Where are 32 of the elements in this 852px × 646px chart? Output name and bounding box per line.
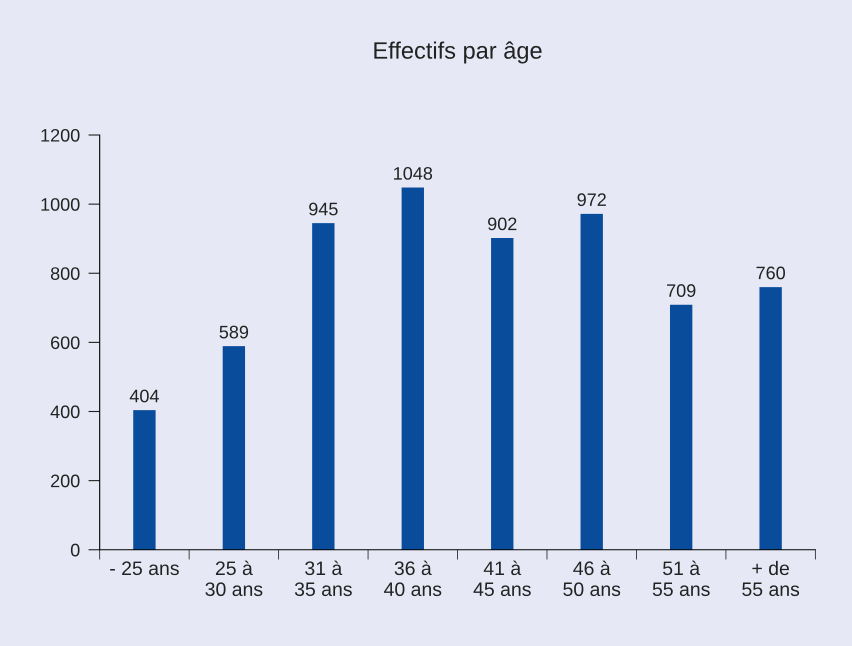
data-label: 709 xyxy=(667,284,696,297)
y-tick-label: 1200 xyxy=(41,128,80,142)
data-label: 1048 xyxy=(394,167,432,180)
data-label: 945 xyxy=(309,202,338,216)
x-tick-label: 41 à 45 ans xyxy=(474,560,531,596)
data-label: 902 xyxy=(488,217,516,230)
x-tick-label: 51 à 55 ans xyxy=(652,560,710,596)
data-label: 404 xyxy=(130,390,159,402)
y-tick-label: 400 xyxy=(50,405,80,418)
x-tick-label: 25 à 30 ans xyxy=(205,560,262,596)
data-label: 972 xyxy=(578,193,606,206)
data-label: 589 xyxy=(220,326,248,338)
data-label: 760 xyxy=(756,266,785,280)
chart-title: Effectifs par âge xyxy=(374,41,542,64)
x-tick-label: + de 55 ans xyxy=(742,560,800,596)
bar xyxy=(402,188,424,550)
bar xyxy=(670,304,692,550)
x-tick-label: 46 à 50 ans xyxy=(563,560,620,596)
bar xyxy=(312,223,335,550)
y-tick-label: 200 xyxy=(51,474,80,488)
y-tick-label: 0 xyxy=(70,544,80,556)
bar xyxy=(580,214,603,550)
x-tick-label: 36 à 40 ans xyxy=(384,560,442,596)
bar xyxy=(222,346,246,550)
y-tick-label: 800 xyxy=(50,267,80,280)
bar xyxy=(491,238,514,550)
x-tick-label: 31 à 35 ans xyxy=(294,560,352,596)
bar xyxy=(133,410,156,550)
bar xyxy=(759,287,782,550)
x-tick-label: - 25 ans xyxy=(110,561,179,576)
y-tick-label: 1000 xyxy=(41,198,80,211)
y-tick-label: 600 xyxy=(51,336,80,350)
